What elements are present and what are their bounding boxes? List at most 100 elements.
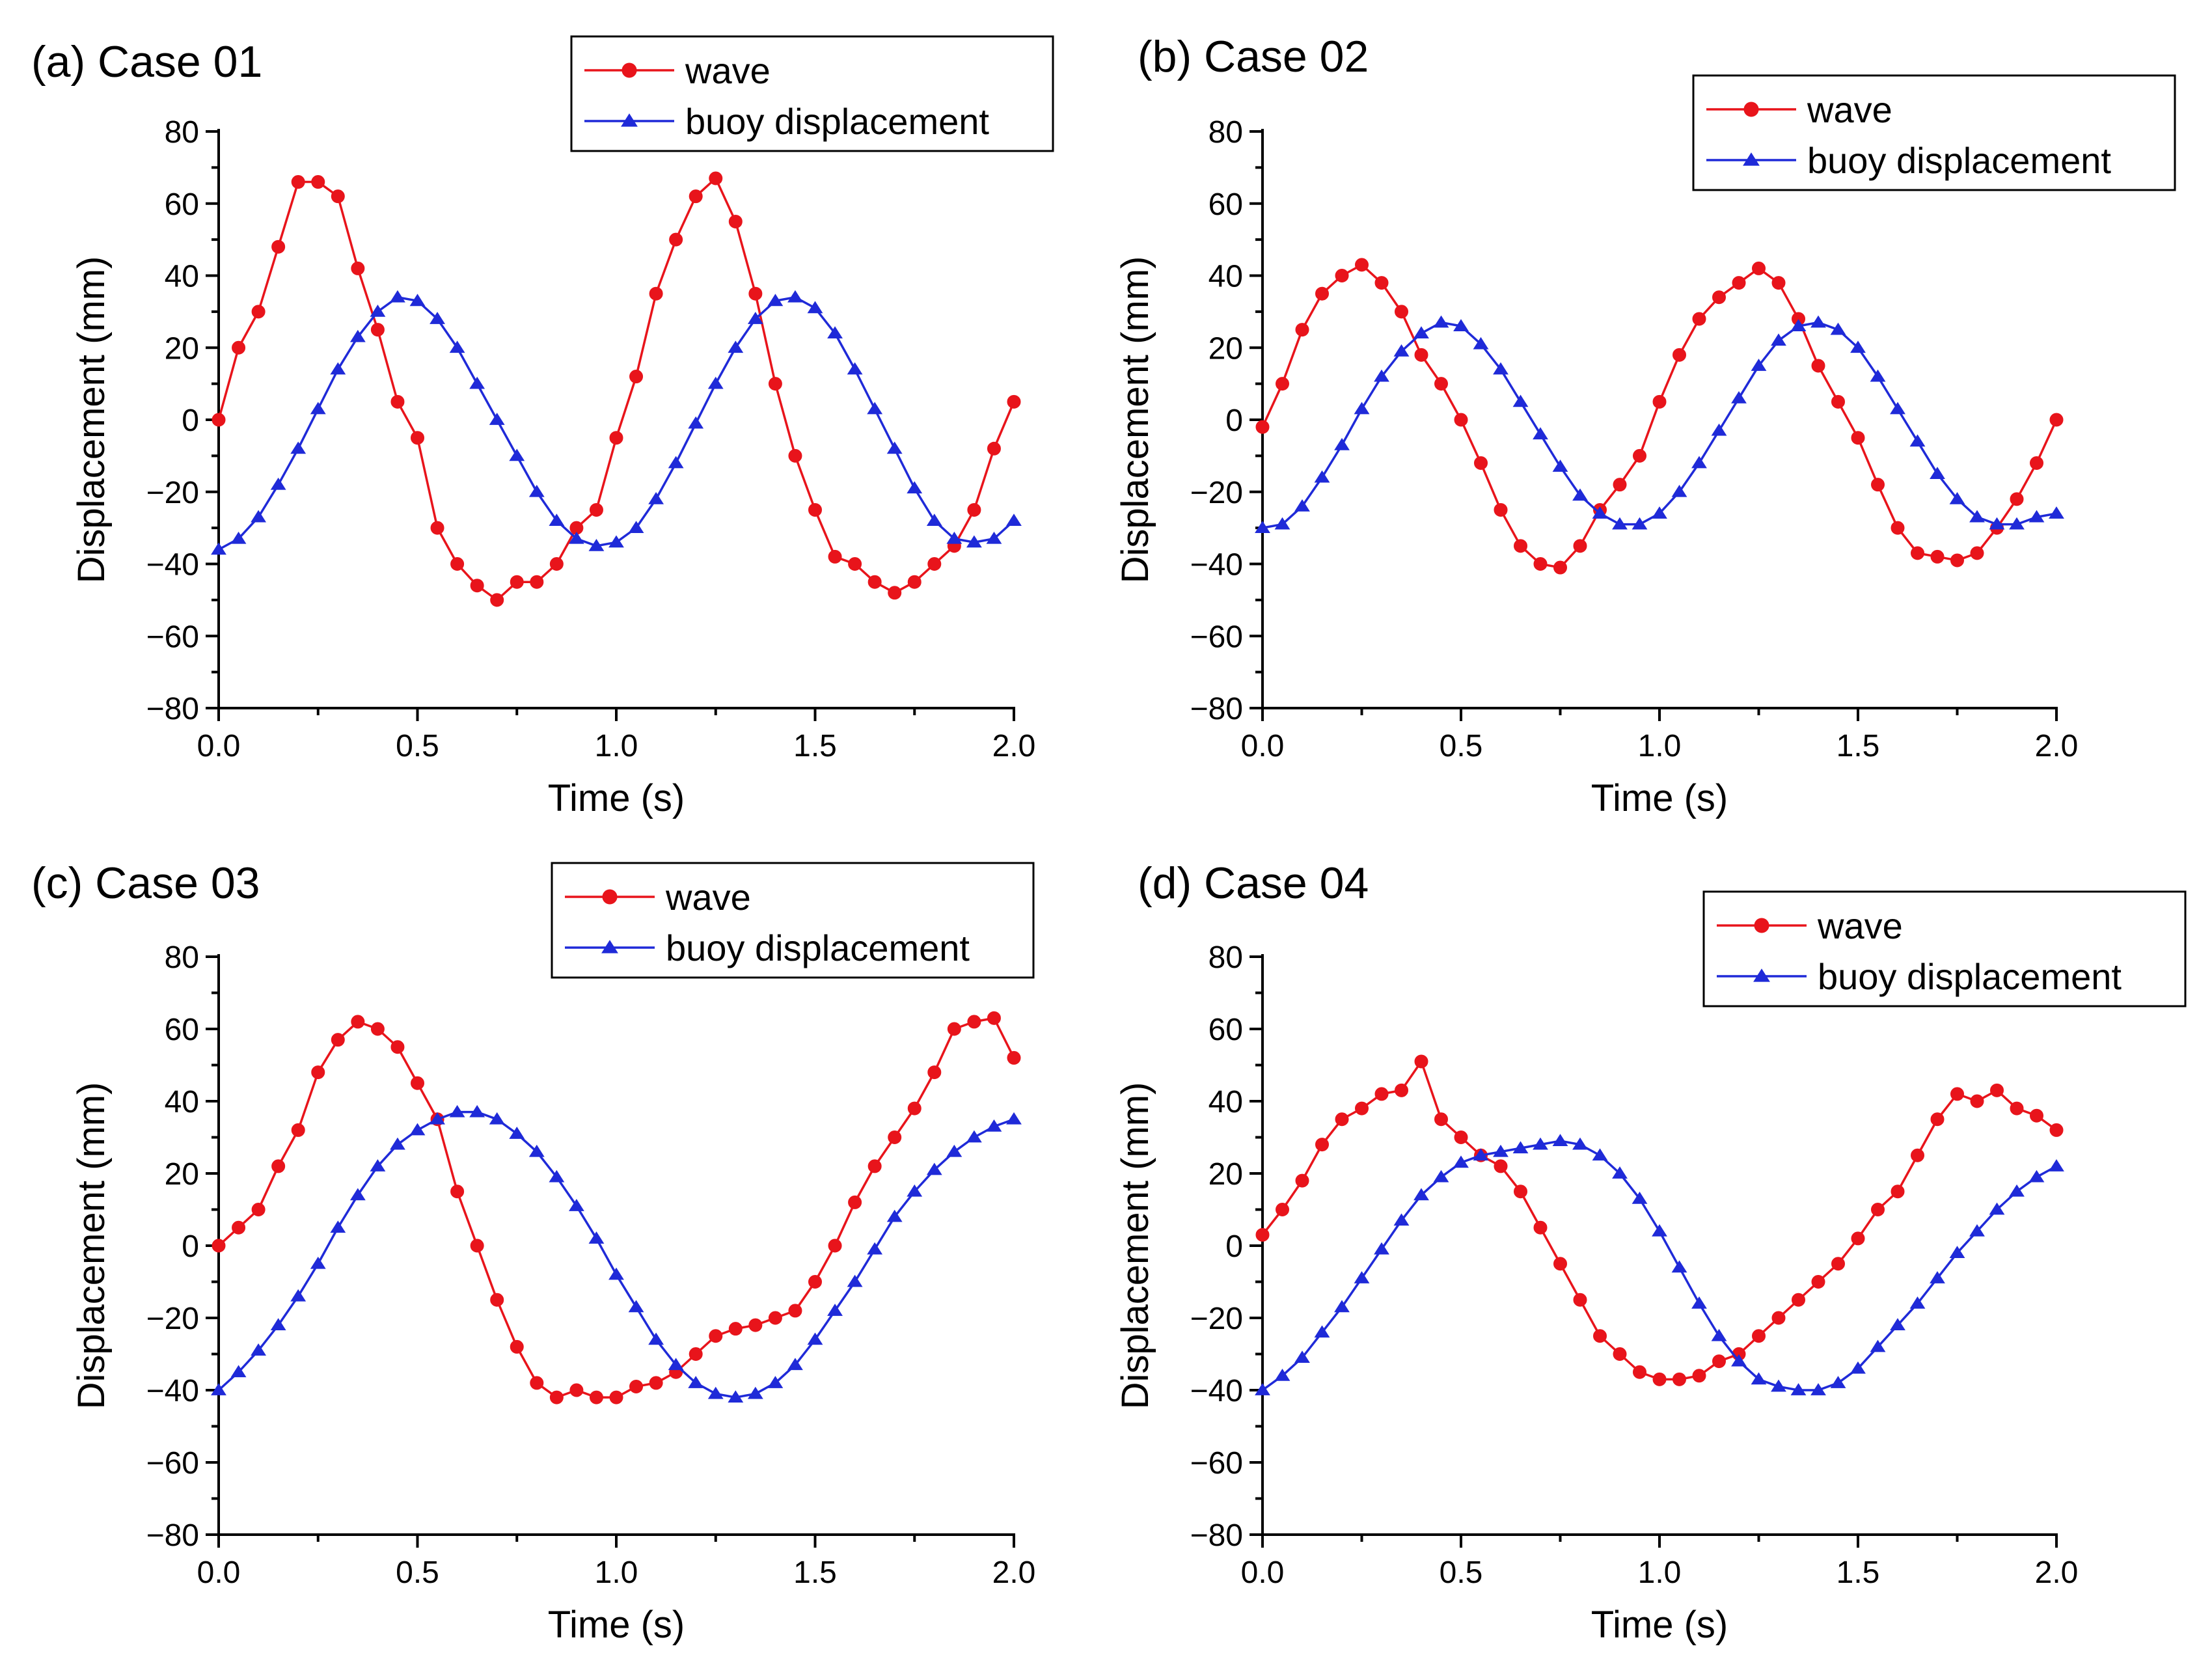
y-tick-label: −80 [146, 692, 199, 726]
series-buoy-displacement [211, 290, 1022, 555]
data-point [311, 1065, 325, 1080]
data-point [1810, 315, 1826, 328]
data-point [489, 413, 505, 425]
data-point [1315, 1138, 1329, 1152]
data-point [767, 1376, 784, 1388]
data-point [1731, 1354, 1747, 1367]
data-point [1790, 319, 1807, 331]
data-point [1374, 1087, 1389, 1101]
legend-label: wave [685, 50, 771, 91]
x-tick-label: 0.5 [1440, 729, 1483, 763]
series-line [1262, 321, 2057, 529]
data-point [430, 1112, 445, 1125]
data-point [787, 1358, 803, 1371]
data-point [1006, 1112, 1022, 1125]
data-point [390, 1137, 405, 1150]
data-point [411, 1076, 424, 1090]
data-point [807, 301, 823, 314]
x-tick-label: 1.5 [793, 729, 837, 763]
data-point [1295, 323, 1309, 337]
data-point [1711, 1328, 1727, 1341]
data-point [1870, 369, 1886, 382]
legend-marker [621, 113, 638, 127]
data-point [1514, 539, 1527, 553]
data-point [1790, 1383, 1807, 1395]
data-point [568, 1199, 584, 1211]
data-point [588, 1231, 605, 1244]
data-point [470, 579, 484, 593]
data-point [1851, 1231, 1865, 1246]
data-point [1831, 1257, 1845, 1271]
data-point [609, 431, 623, 445]
data-point [1830, 1376, 1846, 1388]
data-point [349, 329, 366, 342]
data-point [689, 189, 703, 204]
legend-marker [1754, 918, 1769, 933]
y-tick-label: −40 [1190, 548, 1243, 582]
y-tick-label: −20 [146, 1302, 199, 1336]
data-point [1512, 394, 1529, 407]
data-point [271, 1159, 286, 1173]
data-point [867, 575, 882, 589]
data-point [927, 1065, 942, 1080]
panel-title: (c) Case 03 [31, 858, 260, 908]
data-point [1751, 1372, 1767, 1385]
data-point [1810, 1383, 1826, 1395]
x-tick-label: 1.0 [595, 1555, 638, 1590]
data-point [926, 514, 942, 526]
y-tick-label: 0 [182, 404, 199, 438]
data-point [1990, 1083, 2004, 1097]
x-tick-label: 1.5 [793, 1555, 837, 1590]
data-point [2030, 456, 2043, 470]
data-point [1514, 1185, 1527, 1199]
data-point [1374, 276, 1389, 290]
data-point [1970, 546, 1984, 560]
data-point [1969, 1224, 1985, 1237]
x-tick-label: 1.0 [1638, 1555, 1682, 1590]
data-point [867, 402, 883, 415]
data-point [1314, 1325, 1330, 1338]
series-line [1261, 1140, 2057, 1391]
data-point [270, 1318, 286, 1331]
data-point [728, 340, 744, 353]
data-point [1633, 1365, 1646, 1379]
data-point [1493, 1144, 1509, 1157]
data-point [1632, 517, 1648, 530]
data-point [1393, 344, 1410, 357]
data-point [609, 1390, 623, 1404]
data-point [1374, 369, 1389, 382]
data-point [1911, 1148, 1924, 1162]
data-point [709, 1329, 723, 1343]
data-point [688, 416, 704, 429]
chart-panel-3: (c) Case 03 80 60 40 20 0 −20 −40 −60 −800.0 0.5 1.… [31, 858, 1035, 1646]
x-axis-title: Time (s) [1591, 777, 1728, 819]
data-point [450, 557, 465, 571]
data-point [1712, 1354, 1726, 1369]
data-point [211, 1383, 226, 1395]
panel-title: (d) Case 04 [1138, 858, 1369, 908]
y-tick-label: 0 [1225, 1229, 1243, 1264]
data-point [1573, 1293, 1587, 1307]
data-point [370, 1159, 386, 1171]
data-point [1334, 1300, 1350, 1313]
series-line [218, 295, 1015, 551]
data-point [927, 557, 942, 571]
data-point [1771, 1311, 1786, 1325]
data-point [788, 1304, 802, 1318]
data-point [1930, 549, 1945, 564]
data-point [310, 1256, 326, 1269]
data-point [1830, 322, 1846, 335]
data-point [1573, 539, 1587, 553]
x-axis-title: Time (s) [1591, 1604, 1728, 1646]
data-point [967, 1015, 981, 1029]
data-point [1851, 431, 1865, 445]
data-point [648, 1332, 664, 1345]
data-point [510, 1339, 524, 1354]
data-point [608, 535, 624, 548]
y-tick-label: 0 [1225, 404, 1243, 438]
data-point [271, 240, 286, 254]
data-point [629, 1379, 644, 1393]
x-tick-label: 1.0 [1638, 729, 1682, 763]
data-point [430, 521, 444, 535]
data-point [2028, 510, 2045, 523]
